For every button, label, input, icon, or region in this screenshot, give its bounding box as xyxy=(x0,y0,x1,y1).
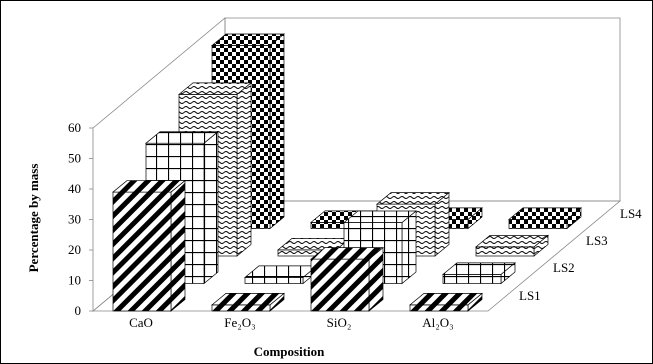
bar-ls1-3 xyxy=(410,293,482,311)
bar-side xyxy=(402,211,416,284)
bar-front xyxy=(443,274,501,283)
bar-front xyxy=(410,305,468,311)
bar-front xyxy=(113,192,171,311)
bar-ls3-3 xyxy=(476,235,548,256)
y-tick-label: 10 xyxy=(68,273,81,288)
series-label-ls3: LS3 xyxy=(586,233,608,248)
y-tick-label: 50 xyxy=(68,151,81,166)
y-tick-label: 0 xyxy=(75,303,82,318)
x-tick-label: Al₂O₃ xyxy=(422,315,453,330)
bar-side xyxy=(237,83,251,256)
bar-ls1-2 xyxy=(311,248,383,311)
bar-side xyxy=(270,34,284,229)
bar-ls1-1 xyxy=(212,293,284,311)
bar-front xyxy=(476,247,534,256)
x-tick-label: Fe₂O₃ xyxy=(224,315,255,330)
bar-ls4-3 xyxy=(509,208,581,229)
y-tick-label: 40 xyxy=(68,181,81,196)
bar-front xyxy=(212,305,270,311)
x-tick-label: SiO₂ xyxy=(327,315,352,330)
bar-front xyxy=(509,219,567,228)
x-tick-label: CaO xyxy=(129,315,153,330)
series-label-ls4: LS4 xyxy=(620,206,642,221)
bar-ls2-1 xyxy=(245,266,317,284)
bar-side xyxy=(171,181,185,311)
y-axis-title: Percentage by mass xyxy=(26,164,41,273)
y-tick-label: 30 xyxy=(68,212,81,227)
series-label-ls2: LS2 xyxy=(553,260,575,275)
y-tick-label: 60 xyxy=(68,120,81,135)
y-tick-label: 20 xyxy=(68,242,81,257)
x-axis-title: Composition xyxy=(254,344,326,359)
bar-side xyxy=(204,132,218,284)
series-label-ls1: LS1 xyxy=(519,288,541,303)
bar-front xyxy=(311,259,369,311)
bar-ls1-0 xyxy=(113,181,185,311)
bar-ls2-3 xyxy=(443,263,515,284)
bar-front xyxy=(245,277,303,283)
